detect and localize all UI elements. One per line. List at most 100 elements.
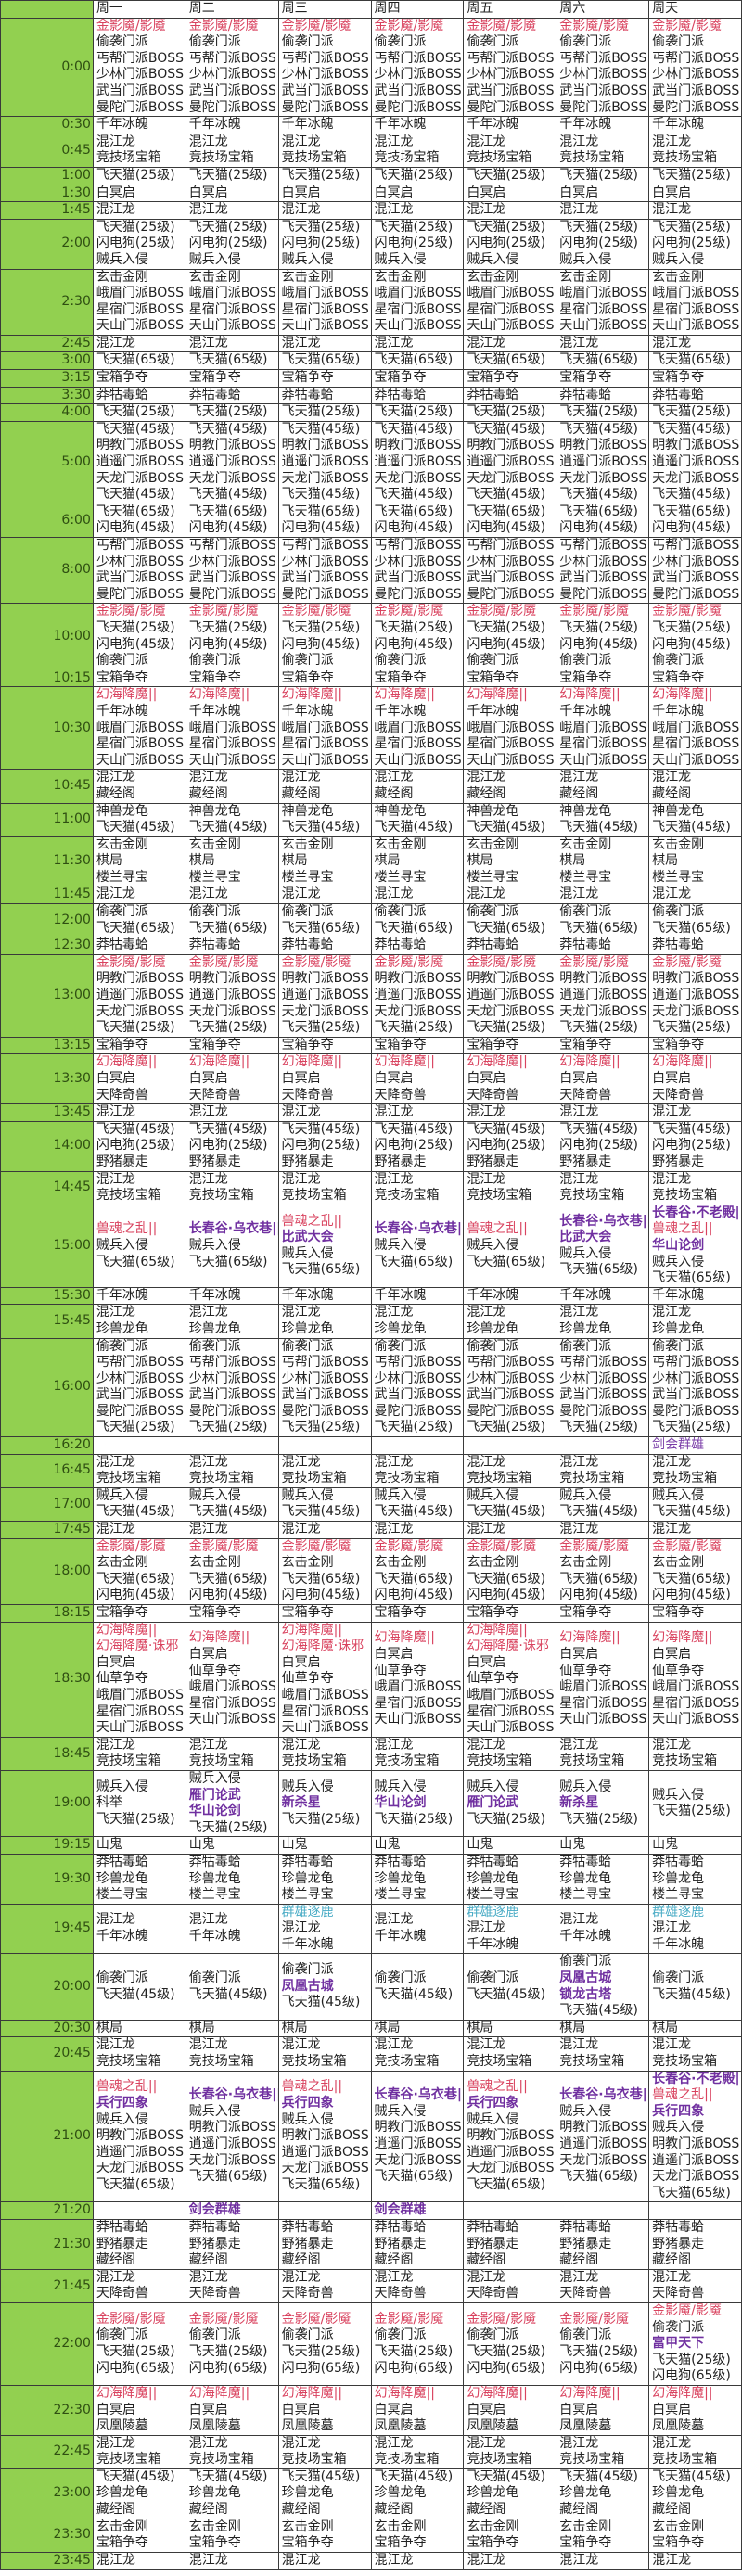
schedule-cell: 白冥启 bbox=[277, 184, 372, 203]
activity-item: 竞技场宝箱 bbox=[96, 2452, 161, 2468]
schedule-cell: 混江龙 bbox=[648, 1103, 742, 1122]
schedule-cell: 玄击金刚 峨眉门派BOSS 星宿门派BOSS 天山门派BOSS bbox=[463, 268, 557, 336]
activity-item: 混江龙 bbox=[374, 1522, 414, 1537]
schedule-cell: 混江龙 bbox=[648, 334, 742, 353]
activity-item: 飞天猫(65级) bbox=[281, 2176, 361, 2192]
schedule-cell: 幻海降魔|| 千年冰魄 峨眉门派BOSS 星宿门派BOSS 天山门派BOSS bbox=[370, 686, 465, 771]
activity-item: 飞天猫(25级) bbox=[467, 1811, 546, 1827]
activity-item: 玄击金刚 bbox=[652, 1555, 705, 1571]
activity-item: 逍遥门派BOSS bbox=[467, 2144, 555, 2160]
activity-item: 宝箱争夺 bbox=[467, 1605, 519, 1620]
activity-item: 少林门派BOSS bbox=[467, 1371, 555, 1386]
activity-item: 飞天猫(25级) bbox=[467, 404, 546, 420]
schedule-cell: 幻海降魔|| 白冥启 天降奇兽 bbox=[370, 1053, 465, 1105]
activity-item: 逍遥门派BOSS bbox=[467, 454, 555, 470]
activity-item: 偷袭门派 bbox=[559, 1954, 612, 1970]
activity-item: 飞天猫(25级) bbox=[559, 1811, 638, 1827]
schedule-cell: 玄击金刚 宝箱争夺 bbox=[277, 2518, 372, 2553]
activity-item: 飞天猫(45级) bbox=[652, 1986, 731, 2002]
schedule-cell: 莽牯毒蛤 bbox=[556, 386, 650, 405]
activity-item: 飞天猫(45级) bbox=[96, 421, 175, 437]
time-slot-row: 2:30 玄击金刚 峨眉门派BOSS 星宿门派BOSS 天山门派BOSS 玄击金刚 峨眉门派… bbox=[0, 268, 742, 336]
activity-item: 凤凰陵墓 bbox=[188, 2418, 241, 2434]
activity-item: 飞天猫(25级) bbox=[96, 2343, 175, 2359]
activity-item: 星宿门派BOSS bbox=[96, 736, 185, 752]
activity-item: 混江龙 bbox=[281, 1454, 321, 1470]
activity-item: 飞天猫(25级) bbox=[374, 2343, 454, 2359]
activity-item: 藏经阁 bbox=[96, 2252, 135, 2268]
activity-item: 星宿门派BOSS bbox=[467, 301, 555, 317]
schedule-cell: 宝箱争夺 bbox=[277, 1604, 372, 1623]
activity-item: 天降奇兽 bbox=[652, 2286, 705, 2302]
activity-item: 天降奇兽 bbox=[188, 2286, 241, 2302]
activity-item: 飞天猫(65级) bbox=[467, 352, 546, 368]
activity-item: 混江龙 bbox=[96, 134, 135, 149]
activity-item: 竞技场宝箱 bbox=[281, 1188, 347, 1204]
activity-item: 幻海降魔|| bbox=[96, 2385, 158, 2401]
activity-item: 明教门派BOSS bbox=[188, 2120, 276, 2136]
schedule-cell: 玄击金刚 峨眉门派BOSS 星宿门派BOSS 天山门派BOSS bbox=[92, 268, 186, 336]
activity-item: 幻海降魔|| bbox=[188, 687, 250, 703]
activity-item: 混江龙 bbox=[96, 2037, 135, 2053]
activity-item: 星宿门派BOSS bbox=[652, 301, 740, 317]
activity-item: 莽牯毒蛤 bbox=[188, 2219, 241, 2235]
time-label: 14:45 bbox=[0, 1170, 94, 1205]
schedule-cell: 莽牯毒蛤 bbox=[648, 386, 742, 405]
activity-item: 星宿门派BOSS bbox=[188, 736, 276, 752]
activity-item: 飞天猫(65级) bbox=[188, 504, 268, 519]
activity-item: 闪电狗(45级) bbox=[652, 636, 731, 652]
activity-item: 飞天猫(45级) bbox=[374, 2468, 454, 2484]
activity-item: 飞天猫(45级) bbox=[559, 2003, 638, 2019]
schedule-cell: 偷袭门派 飞天猫(65级) bbox=[92, 903, 186, 938]
activity-item: 少林门派BOSS bbox=[652, 67, 740, 83]
activity-item: 竞技场宝箱 bbox=[281, 2054, 347, 2070]
activity-item: 幻海降魔|| bbox=[652, 2385, 713, 2401]
activity-item: 宝箱争夺 bbox=[559, 670, 612, 685]
activity-item: 混江龙 bbox=[188, 2269, 228, 2285]
activity-item: 飞天猫(45级) bbox=[281, 1121, 361, 1137]
schedule-cell: 贼兵入侵 新杀星 飞天猫(25级) bbox=[277, 1769, 372, 1838]
activity-item: 宝箱争夺 bbox=[96, 370, 148, 386]
schedule-cell: 千年冰魄 bbox=[370, 1286, 465, 1306]
activity-item: 棋局 bbox=[281, 853, 308, 869]
activity-item: 飞天猫(25级) bbox=[188, 1020, 268, 1036]
activity-item: 天龙门派BOSS bbox=[467, 1003, 555, 1019]
schedule-cell: 混江龙 天降奇兽 bbox=[463, 2268, 557, 2303]
schedule-cell: 幻海降魔|| 白冥启 凤凰陵墓 bbox=[556, 2384, 650, 2436]
activity-item: 竞技场宝箱 bbox=[652, 2054, 718, 2070]
activity-item: 幻海降魔|| bbox=[652, 1054, 713, 1070]
activity-item: 雁门论武 bbox=[188, 1787, 241, 1803]
schedule-cell: 金影魇/影魇 玄击金刚 飞天猫(65级) 闪电狗(45级) bbox=[648, 1537, 742, 1606]
activity-item: 金影魇/影魇 bbox=[652, 604, 722, 619]
schedule-cell: 兽魂之乱|| 兵行四象 贼兵入侵 明教门派BOSS 逍遥门派BOSS 天龙门派BOSS 飞天… bbox=[277, 2070, 372, 2203]
activity-item: 飞天猫(45级) bbox=[652, 421, 731, 437]
activity-item: 群雄逐鹿 bbox=[467, 1904, 519, 1919]
activity-item: 幻海降魔|| bbox=[467, 2385, 528, 2401]
activity-item: 楼兰寻宝 bbox=[188, 1887, 241, 1903]
schedule-cell: 莽牯毒蛤 珍兽龙龟 楼兰寻宝 bbox=[463, 1853, 557, 1905]
activity-item: 珍兽龙龟 bbox=[559, 1320, 612, 1336]
activity-item: 丐帮门派BOSS bbox=[467, 538, 555, 553]
time-label: 19:45 bbox=[0, 1903, 94, 1955]
activity-item: 偷袭门派 bbox=[96, 1970, 148, 1986]
activity-item: 星宿门派BOSS bbox=[188, 301, 276, 317]
schedule-cell: 混江龙 竞技场宝箱 bbox=[185, 1170, 279, 1205]
activity-item: 幻海降魔|| bbox=[374, 687, 435, 703]
activity-item: 混江龙 bbox=[467, 2037, 506, 2053]
activity-item: 混江龙 bbox=[559, 1737, 599, 1753]
activity-item: 千年冰魄 bbox=[559, 117, 612, 133]
schedule-cell: 混江龙 bbox=[463, 334, 557, 353]
activity-item: 天龙门派BOSS bbox=[652, 2169, 740, 2185]
activity-item: 混江龙 bbox=[374, 1737, 414, 1753]
activity-item: 竞技场宝箱 bbox=[467, 2054, 532, 2070]
activity-item: 群雄逐鹿 bbox=[652, 1904, 705, 1919]
schedule-cell: 飞天猫(45级) 珍兽龙龟 藏经阁 bbox=[277, 2468, 372, 2519]
activity-item: 神兽龙龟 bbox=[467, 803, 519, 819]
time-slot-row: 23:00 飞天猫(45级) 珍兽龙龟 藏经阁 飞天猫(45级) 珍兽龙龟 藏经阁 飞天猫(4… bbox=[0, 2468, 742, 2519]
activity-item: 白冥启 bbox=[281, 1654, 321, 1670]
schedule-cell: 金影魇/影魇 玄击金刚 飞天猫(65级) 闪电狗(45级) bbox=[463, 1537, 557, 1606]
activity-item: 兽魂之乱|| bbox=[96, 2079, 158, 2095]
activity-item: 混江龙 bbox=[467, 2552, 506, 2568]
activity-item: 飞天猫(45级) bbox=[652, 820, 731, 835]
activity-item: 竞技场宝箱 bbox=[559, 2054, 625, 2070]
